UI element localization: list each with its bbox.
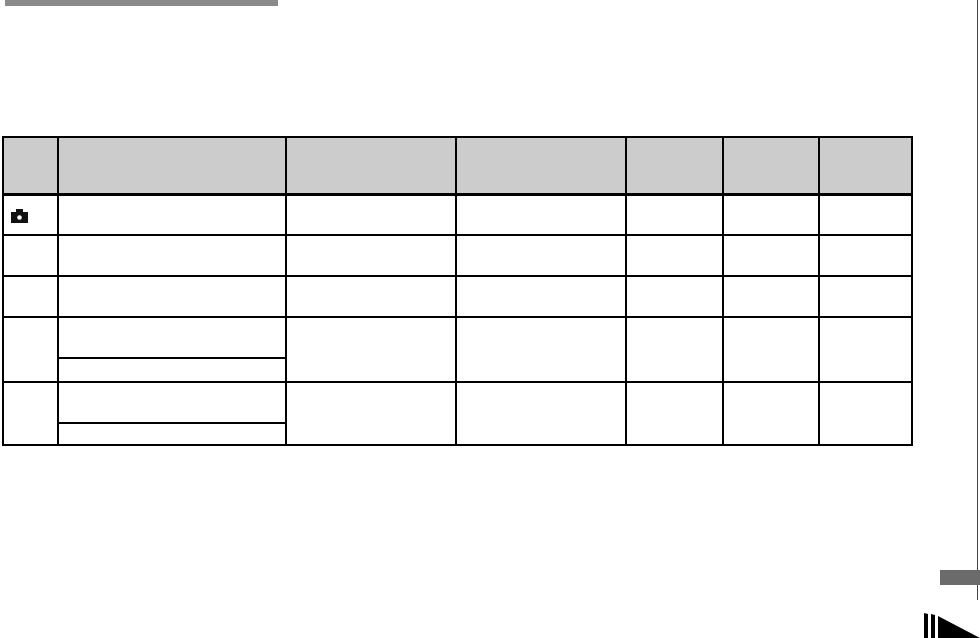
- camera-icon: [11, 209, 28, 223]
- row-divider: [2, 275, 913, 277]
- section-index-tab: [940, 570, 980, 585]
- column-divider: [722, 136, 724, 446]
- settings-table: [2, 136, 913, 446]
- column-divider: [285, 136, 287, 446]
- row-divider: [2, 381, 913, 383]
- header-divider: [2, 193, 913, 196]
- page-edge-line: [977, 0, 978, 600]
- column-divider: [625, 136, 627, 446]
- sub-row-divider: [57, 422, 287, 424]
- continue-arrow-icon: [924, 613, 980, 638]
- column-divider: [455, 136, 457, 446]
- column-divider: [57, 136, 59, 446]
- table-border-top: [2, 136, 913, 138]
- section-header-bar: [5, 0, 278, 6]
- row-divider: [2, 234, 913, 236]
- table-border-bottom: [2, 444, 913, 446]
- row-divider: [2, 316, 913, 318]
- table-border-left: [2, 136, 4, 446]
- sub-row-divider: [57, 357, 287, 359]
- table-border-right: [911, 136, 913, 446]
- column-divider: [818, 136, 820, 446]
- table-header-row: [2, 136, 913, 194]
